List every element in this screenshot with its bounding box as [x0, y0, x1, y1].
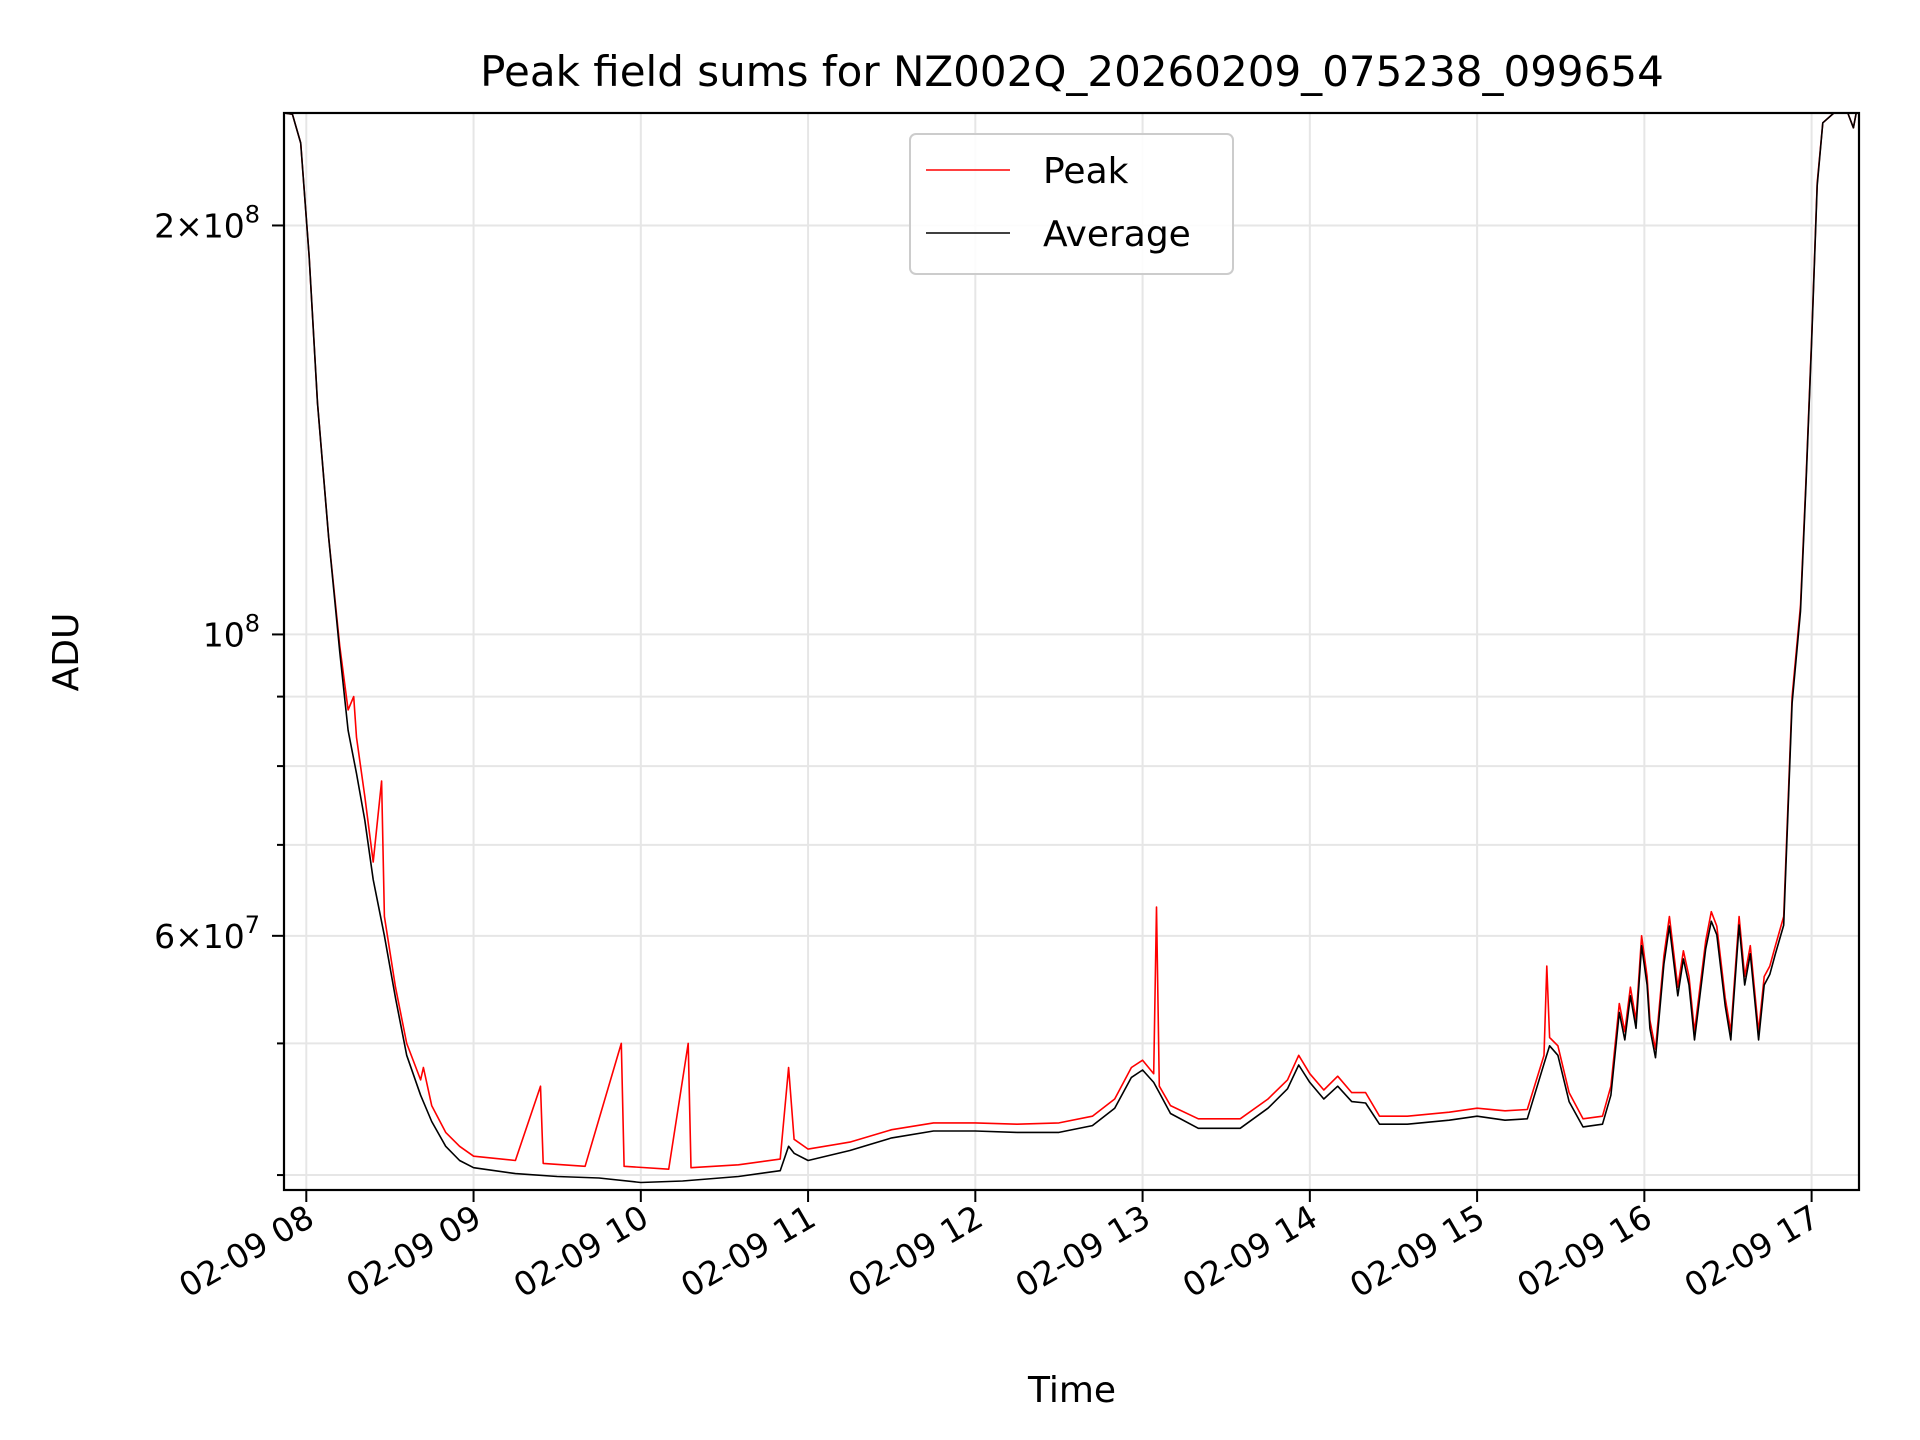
y-axis: 2×108 108 6×107 [154, 200, 284, 1177]
plot-area-frame [282, 111, 1861, 1192]
y-tick-label: 6×107 [154, 911, 260, 956]
series-layer [283, 112, 1857, 1184]
y-tick-label: 2×108 [154, 200, 260, 245]
y-axis-label: ADU [46, 613, 87, 692]
legend-label-peak: Peak [1043, 151, 1129, 192]
series-line-average [283, 112, 1857, 1184]
legend: Peak Average [909, 133, 1234, 275]
x-axis-label: Time [1027, 1370, 1116, 1411]
legend-frame [909, 133, 1234, 275]
series-line-peak [283, 112, 1857, 1170]
chart-title: Peak field sums for NZ002Q_20260209_0752… [480, 47, 1664, 96]
grid [284, 113, 1859, 1190]
legend-label-average: Average [1043, 214, 1191, 255]
y-tick-label: 108 [203, 609, 260, 654]
